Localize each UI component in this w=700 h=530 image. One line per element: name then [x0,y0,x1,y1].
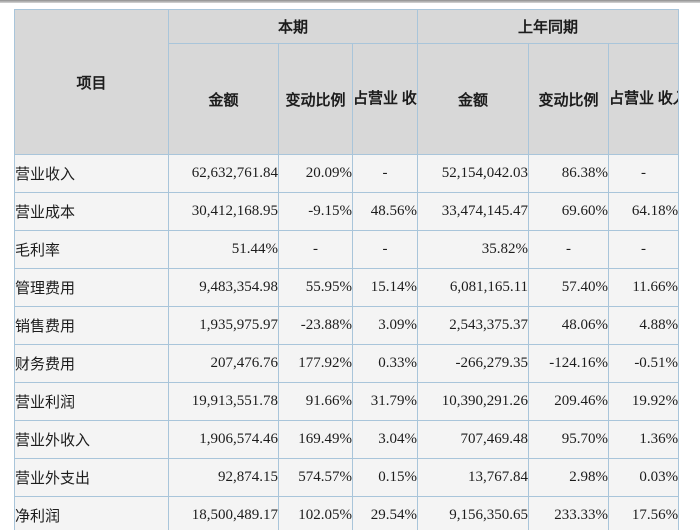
table-row: 营业外支出 92,874.15 574.57% 0.15% 13,767.84 … [14,458,680,497]
header-current-amount: 金额 [168,43,279,155]
cell-prior-share: 11.66% [608,268,680,307]
header-row-metrics: 金额 变动比例 占营业 收入的 比重 金额 变动比例 占营业 收入的 比重 [15,43,680,155]
cell-prior-amount: -266,279.35 [417,344,530,383]
cell-current-share: 0.15% [351,458,419,497]
table-row: 毛利率 51.44% - - 35.82% - - [14,230,680,269]
cell-prior-amount: 2,543,375.37 [417,306,530,345]
cell-current-change: 177.92% [278,344,353,383]
cell-prior-amount: 52,154,042.03 [417,154,530,193]
header-row-periods: 项目 本期 上年同期 [14,9,680,155]
header-prior-revenue-share: 占营业 收入的 比重 [608,43,680,155]
cell-current-change: 91.66% [278,382,353,421]
cell-current-change: 55.95% [278,268,353,307]
header-prior-period: 上年同期 [417,9,680,44]
cell-current-share: 31.79% [351,382,419,421]
cell-item: 财务费用 [14,344,169,383]
cell-prior-share: - [608,230,680,269]
cell-current-change: -23.88% [278,306,353,345]
cell-current-change: - [278,230,353,269]
table-row: 营业外收入 1,906,574.46 169.49% 3.04% 707,469… [14,420,680,459]
table-row: 财务费用 207,476.76 177.92% 0.33% -266,279.3… [14,344,680,383]
cell-current-share: 3.04% [351,420,419,459]
cell-prior-share: 64.18% [608,192,680,231]
cell-prior-share: - [608,154,680,193]
cell-current-share: 3.09% [351,306,419,345]
cell-item: 营业外支出 [14,458,169,497]
table-row: 营业成本 30,412,168.95 -9.15% 48.56% 33,474,… [14,192,680,231]
cell-current-amount: 207,476.76 [168,344,279,383]
cell-prior-amount: 9,156,350.65 [417,496,530,530]
financial-comparison-table: 项目 本期 上年同期 金额 变动比例 占营业 收入的 比重 金额 变动比例 占营… [14,9,680,530]
cell-prior-share: -0.51% [608,344,680,383]
cell-current-change: 574.57% [278,458,353,497]
cell-prior-change: 233.33% [528,496,610,530]
cell-current-share: 0.33% [351,344,419,383]
header-prior-change-ratio: 变动比例 [528,43,610,155]
cell-prior-change: 48.06% [528,306,610,345]
cell-prior-change: 2.98% [528,458,610,497]
cell-prior-change: 57.40% [528,268,610,307]
cell-prior-share: 0.03% [608,458,680,497]
header-current-period: 本期 [167,9,419,44]
cell-current-share: 48.56% [351,192,419,231]
table-row: 管理费用 9,483,354.98 55.95% 15.14% 6,081,16… [14,268,680,307]
cell-current-change: 169.49% [278,420,353,459]
cell-prior-amount: 13,767.84 [417,458,530,497]
cell-current-amount: 30,412,168.95 [168,192,279,231]
cell-item: 净利润 [14,496,169,530]
cell-current-amount: 18,500,489.17 [168,496,279,530]
cell-current-share: - [351,230,419,269]
cell-prior-amount: 35.82% [417,230,530,269]
cell-current-change: 102.05% [278,496,353,530]
table-row: 净利润 18,500,489.17 102.05% 29.54% 9,156,3… [14,496,680,530]
cell-prior-change: - [528,230,610,269]
cell-current-amount: 92,874.15 [168,458,279,497]
top-edge-strip [0,0,700,3]
cell-item: 营业利润 [14,382,169,421]
cell-item: 营业收入 [14,154,169,193]
cell-item: 营业成本 [14,192,169,231]
cell-current-amount: 9,483,354.98 [168,268,279,307]
cell-current-share: - [351,154,419,193]
cell-current-amount: 1,906,574.46 [168,420,279,459]
cell-item: 销售费用 [14,306,169,345]
header-current-revenue-share: 占营业 收入的 比重 [351,43,419,155]
cell-prior-change: -124.16% [528,344,610,383]
cell-item: 管理费用 [14,268,169,307]
table-row: 营业收入 62,632,761.84 20.09% - 52,154,042.0… [14,154,680,193]
cell-prior-share: 1.36% [608,420,680,459]
cell-current-share: 15.14% [351,268,419,307]
cell-current-share: 29.54% [351,496,419,530]
header-current-change-ratio: 变动比例 [278,43,353,155]
cell-prior-amount: 10,390,291.26 [417,382,530,421]
cell-prior-share: 17.56% [608,496,680,530]
cell-current-amount: 19,913,551.78 [168,382,279,421]
cell-prior-change: 95.70% [528,420,610,459]
cell-current-amount: 51.44% [168,230,279,269]
header-item: 项目 [14,9,169,155]
cell-prior-amount: 707,469.48 [417,420,530,459]
cell-prior-change: 86.38% [528,154,610,193]
cell-current-change: 20.09% [278,154,353,193]
cell-current-amount: 62,632,761.84 [168,154,279,193]
table-row: 营业利润 19,913,551.78 91.66% 31.79% 10,390,… [14,382,680,421]
header-prior-amount: 金额 [417,43,530,155]
cell-item: 毛利率 [14,230,169,269]
cell-prior-amount: 33,474,145.47 [417,192,530,231]
cell-current-amount: 1,935,975.97 [168,306,279,345]
cell-prior-change: 209.46% [528,382,610,421]
table-row: 销售费用 1,935,975.97 -23.88% 3.09% 2,543,37… [14,306,680,345]
cell-prior-share: 19.92% [608,382,680,421]
cell-item: 营业外收入 [14,420,169,459]
cell-prior-change: 69.60% [528,192,610,231]
cell-prior-amount: 6,081,165.11 [417,268,530,307]
cell-current-change: -9.15% [278,192,353,231]
cell-prior-share: 4.88% [608,306,680,345]
